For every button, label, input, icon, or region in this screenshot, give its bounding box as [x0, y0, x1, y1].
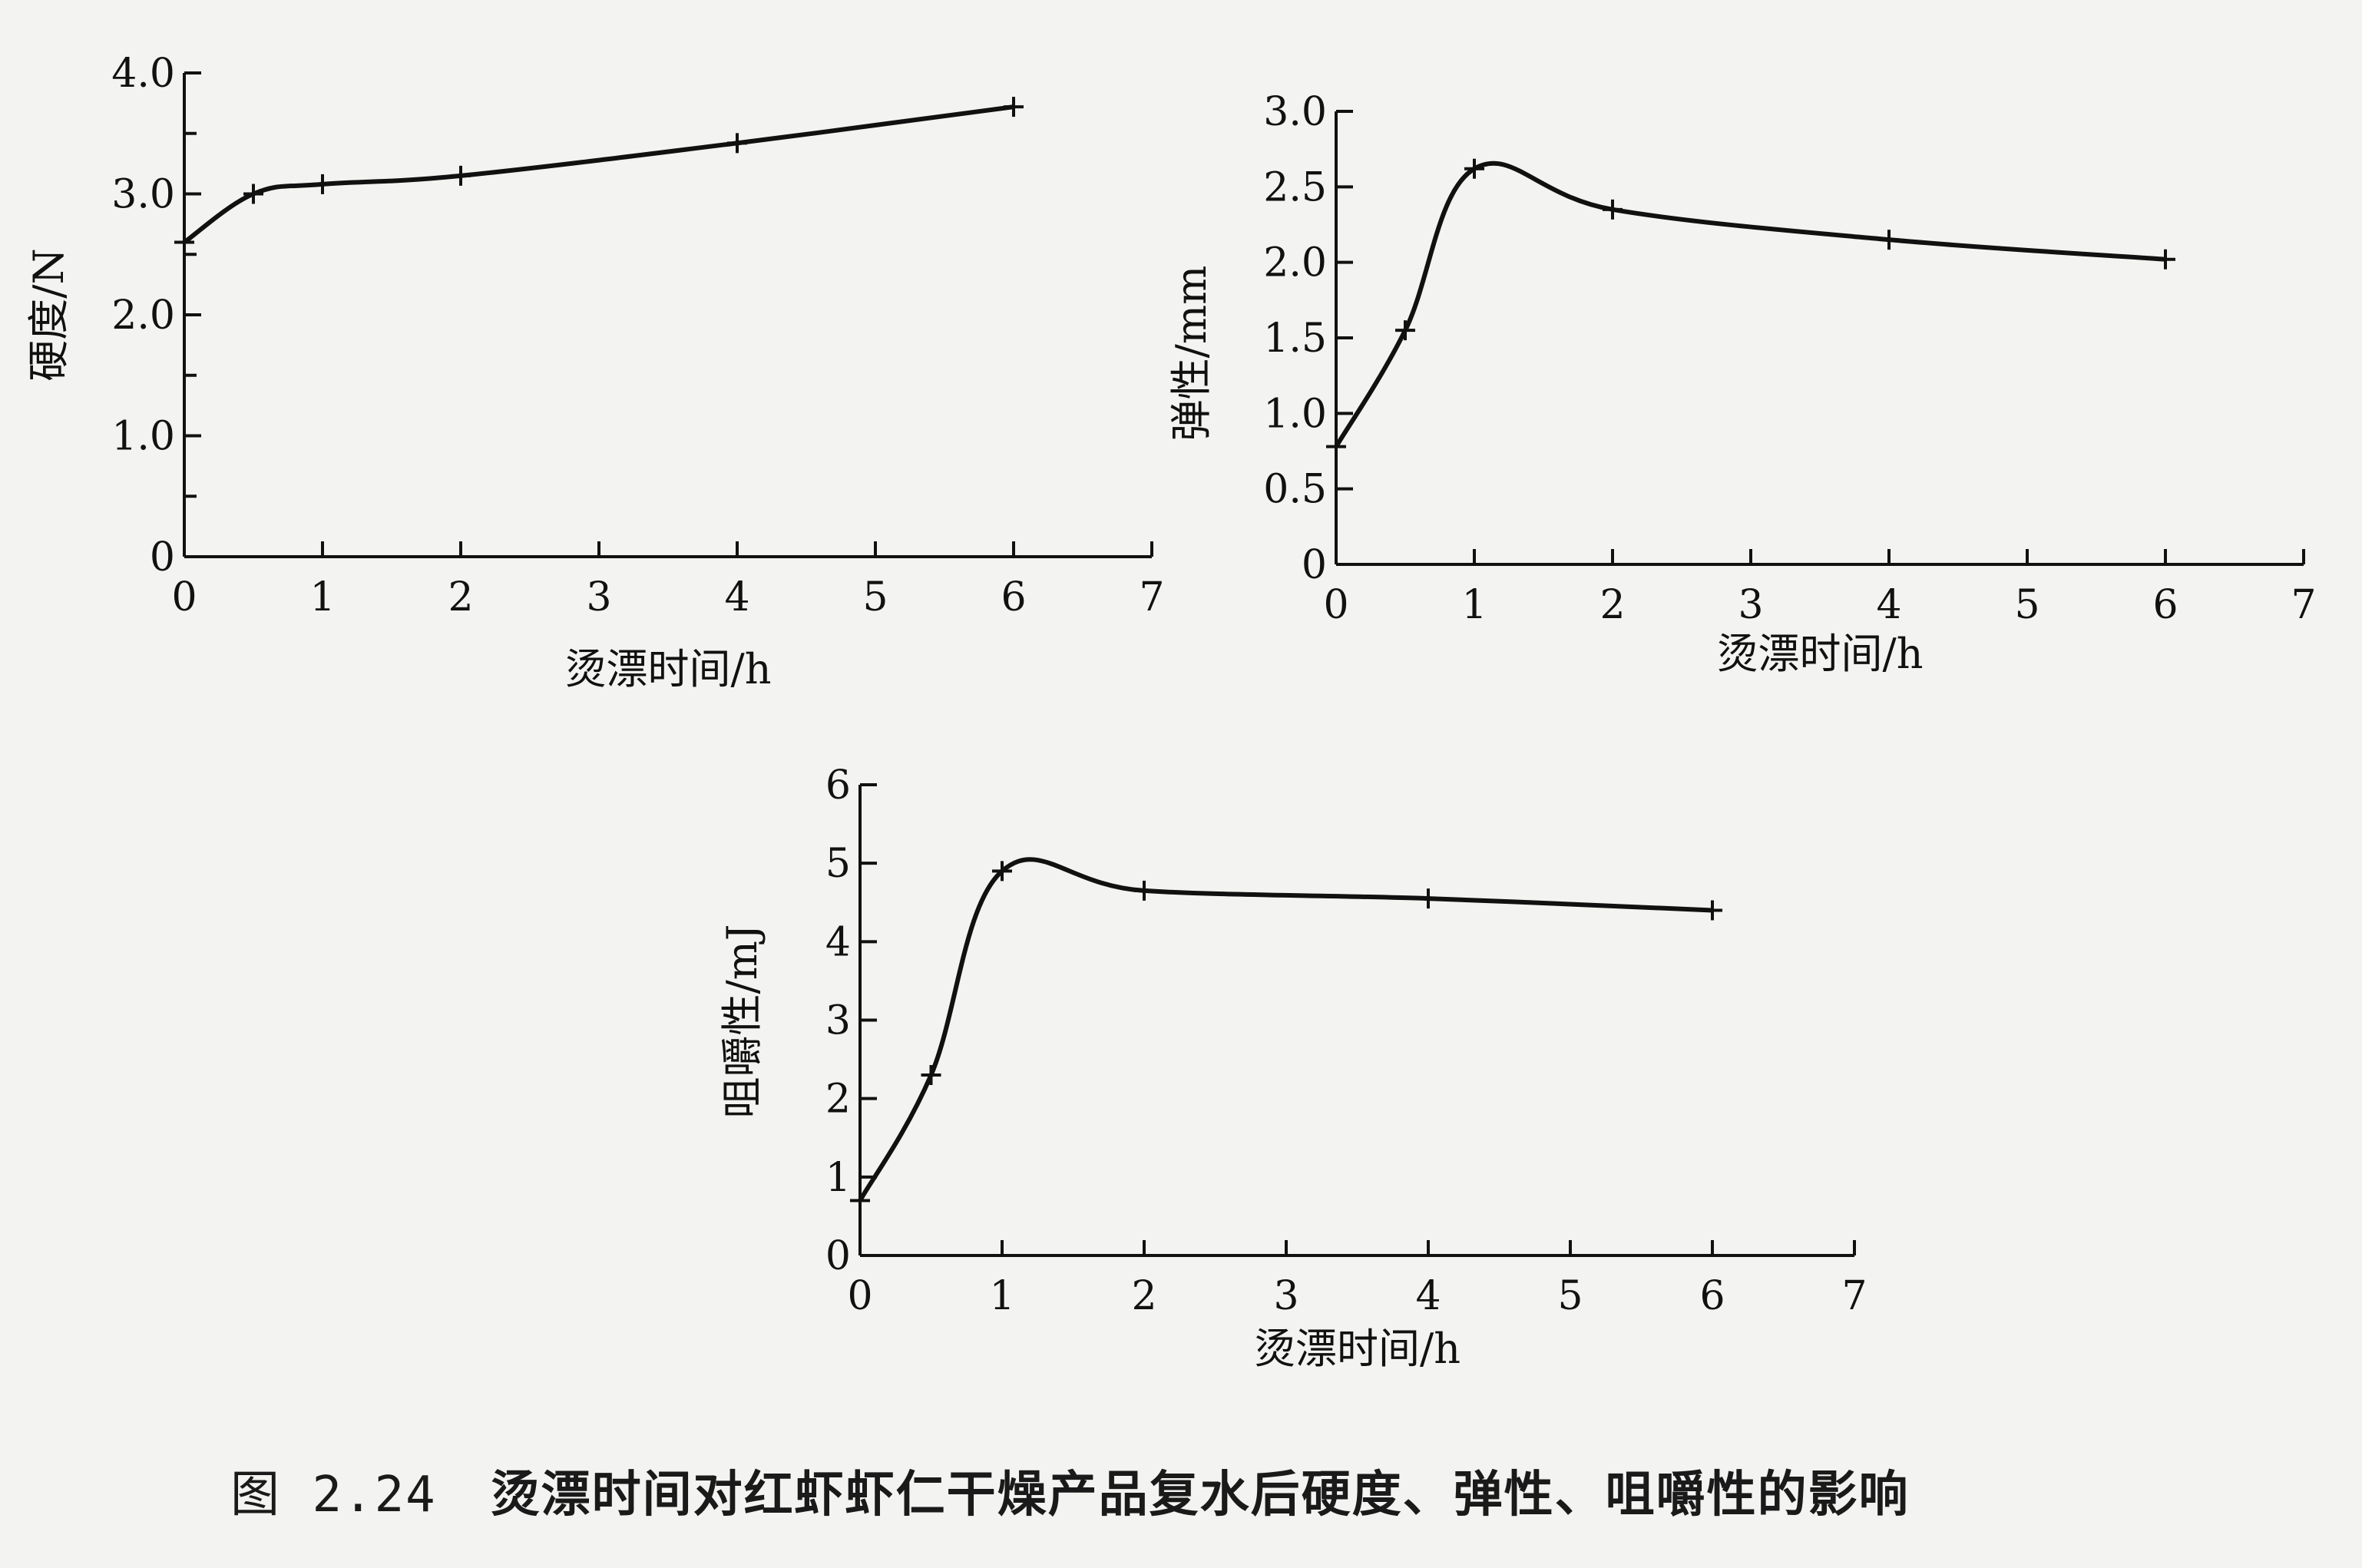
y-axis-label: 咀嚼性/mJ — [718, 924, 766, 1118]
data-point — [1418, 888, 1438, 909]
y-tick-label: 5 — [825, 841, 851, 887]
y-tick-label: 4.0 — [111, 51, 175, 97]
x-axis-label: 烫漂时间/h — [565, 645, 772, 693]
figure-number: 图 2.24 — [230, 1467, 437, 1523]
y-tick-label: 0 — [150, 534, 175, 581]
y-tick-label: 2.0 — [111, 293, 175, 339]
y-tick-label: 1.0 — [1263, 391, 1327, 437]
data-point — [727, 133, 747, 154]
y-tick-label: 3 — [825, 998, 851, 1044]
y-tick-label: 2.5 — [1263, 164, 1327, 210]
x-tick-label: 2 — [1131, 1273, 1156, 1319]
x-tick-label: 0 — [171, 574, 197, 620]
data-point — [1395, 320, 1415, 341]
x-tick-label: 0 — [847, 1273, 872, 1319]
y-tick-label: 0 — [1302, 542, 1327, 588]
x-tick-label: 2 — [448, 574, 473, 620]
data-point — [992, 861, 1012, 882]
series-line — [183, 104, 1014, 244]
data-point — [1004, 97, 1024, 117]
data-point — [313, 174, 332, 194]
x-tick-label: 4 — [1876, 582, 1901, 628]
y-tick-label: 6 — [825, 762, 851, 809]
data-point — [850, 1190, 870, 1211]
x-tick-label: 4 — [1415, 1273, 1441, 1319]
x-tick-label: 5 — [862, 574, 888, 620]
x-tick-label: 1 — [989, 1273, 1014, 1319]
x-tick-label: 0 — [1323, 582, 1348, 628]
x-tick-label: 7 — [1841, 1273, 1867, 1319]
x-tick-label: 5 — [2014, 582, 2039, 628]
x-tick-label: 7 — [1139, 574, 1164, 620]
x-tick-label: 6 — [1699, 1273, 1725, 1319]
chart-elasticity: 0 1 2 3 4 5 6 7 0 0.5 1.0 1.5 2.0 2.5 3.0 烫漂时间/h 弹性/mm — [1167, 89, 2317, 678]
chart-chewiness: 0 1 2 3 4 5 6 7 0 1 2 3 4 5 6 烫漂时间/h 咀嚼性/mJ — [718, 762, 1867, 1373]
series-line — [858, 857, 1713, 1202]
data-point — [1702, 900, 1722, 921]
x-tick-label: 6 — [1001, 574, 1026, 620]
data-point — [174, 232, 194, 253]
y-tick-label: 0.5 — [1263, 467, 1327, 513]
data-point — [2155, 249, 2175, 270]
x-tick-label: 7 — [2291, 582, 2316, 628]
caption-text: 烫漂时间对红虾虾仁干燥产品复水后硬度、弹性、咀嚼性的影响 — [490, 1467, 1910, 1523]
y-tick-label: 3.0 — [1263, 89, 1327, 135]
x-axis-label: 烫漂时间/h — [1254, 1325, 1461, 1373]
y-tick-label: 1.0 — [111, 414, 175, 460]
x-tick-label: 3 — [1273, 1273, 1298, 1319]
chart-hardness: 0 1 2 3 4 5 6 7 0 1.0 2.0 3.0 4.0 烫漂时间/h 硬度/N — [25, 51, 1165, 693]
series-line — [1334, 160, 2166, 448]
y-tick-label: 0 — [825, 1233, 851, 1279]
x-tick-label: 3 — [1738, 582, 1763, 628]
data-point — [1464, 158, 1484, 179]
x-tick-label: 4 — [724, 574, 749, 620]
figure-caption: 图 2.24 烫漂时间对红虾虾仁干燥产品复水后硬度、弹性、咀嚼性的影响 — [230, 1455, 2150, 1526]
x-axis-label: 烫漂时间/h — [1717, 630, 1924, 678]
data-point — [243, 184, 263, 204]
data-point — [1134, 880, 1154, 901]
data-point — [1879, 230, 1899, 250]
x-tick-label: 2 — [1599, 582, 1625, 628]
data-point — [921, 1065, 941, 1086]
data-point — [1603, 199, 1623, 220]
x-tick-label: 1 — [1461, 582, 1487, 628]
y-axis-label: 硬度/N — [25, 248, 73, 381]
y-axis-label: 弹性/mm — [1167, 266, 1216, 442]
y-tick-label: 1.5 — [1263, 316, 1327, 362]
x-tick-label: 5 — [1557, 1273, 1583, 1319]
x-tick-label: 3 — [586, 574, 611, 620]
x-tick-label: 1 — [309, 574, 335, 620]
y-tick-label: 2 — [825, 1077, 851, 1123]
y-tick-label: 3.0 — [111, 172, 175, 218]
x-tick-label: 6 — [2152, 582, 2178, 628]
y-tick-label: 4 — [825, 919, 851, 965]
y-tick-label: 1 — [825, 1155, 851, 1201]
data-point — [1326, 436, 1346, 457]
y-tick-label: 2.0 — [1263, 240, 1327, 286]
data-point — [451, 165, 471, 186]
